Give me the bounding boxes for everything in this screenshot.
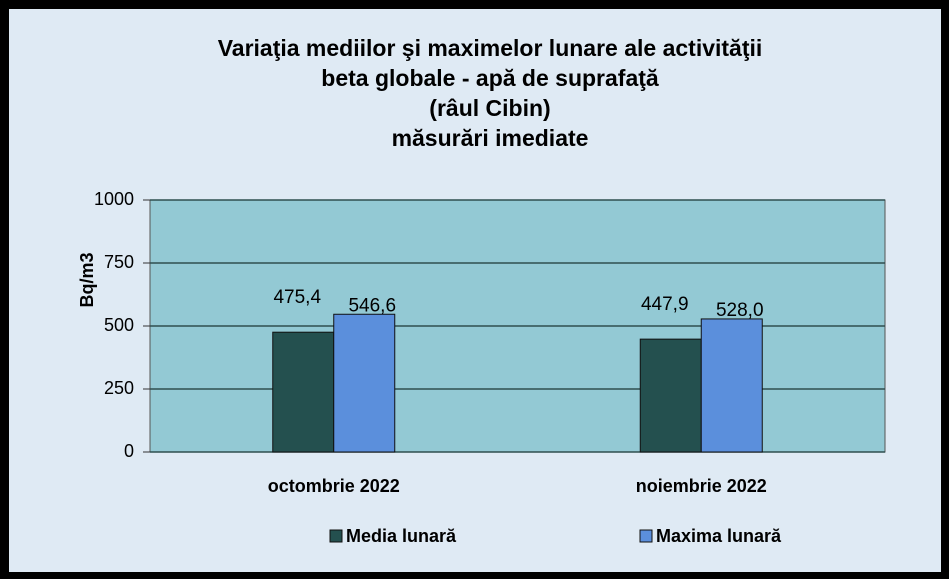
value-label: 546,6 <box>348 295 396 316</box>
y-tick-label: 0 <box>124 441 134 461</box>
value-label: 528,0 <box>716 300 764 321</box>
y-axis-label: Bq/m3 <box>77 252 97 307</box>
legend-label: Media lunară <box>346 526 457 546</box>
bar <box>272 331 335 453</box>
x-tick-label: octombrie 2022 <box>268 476 400 496</box>
chart-title: Variaţia mediilor şi maximelor lunare al… <box>218 35 763 61</box>
y-tick-label: 500 <box>104 315 134 335</box>
bar <box>639 338 702 453</box>
bar <box>700 318 763 453</box>
value-label: 475,4 <box>273 287 321 308</box>
legend-swatch <box>329 529 343 543</box>
chart-title: beta globale - apă de suprafaţă <box>321 65 659 91</box>
value-label: 447,9 <box>641 294 689 315</box>
chart-title: (râul Cibin) <box>429 95 550 121</box>
legend-swatch <box>639 529 653 543</box>
y-tick-label: 250 <box>104 378 134 398</box>
chart-title: măsurări imediate <box>392 125 589 151</box>
x-tick-label: noiembrie 2022 <box>636 476 767 496</box>
y-tick-label: 1000 <box>94 189 134 209</box>
legend-label: Maxima lunară <box>656 526 782 546</box>
y-tick-label: 750 <box>104 252 134 272</box>
bar <box>333 313 396 453</box>
